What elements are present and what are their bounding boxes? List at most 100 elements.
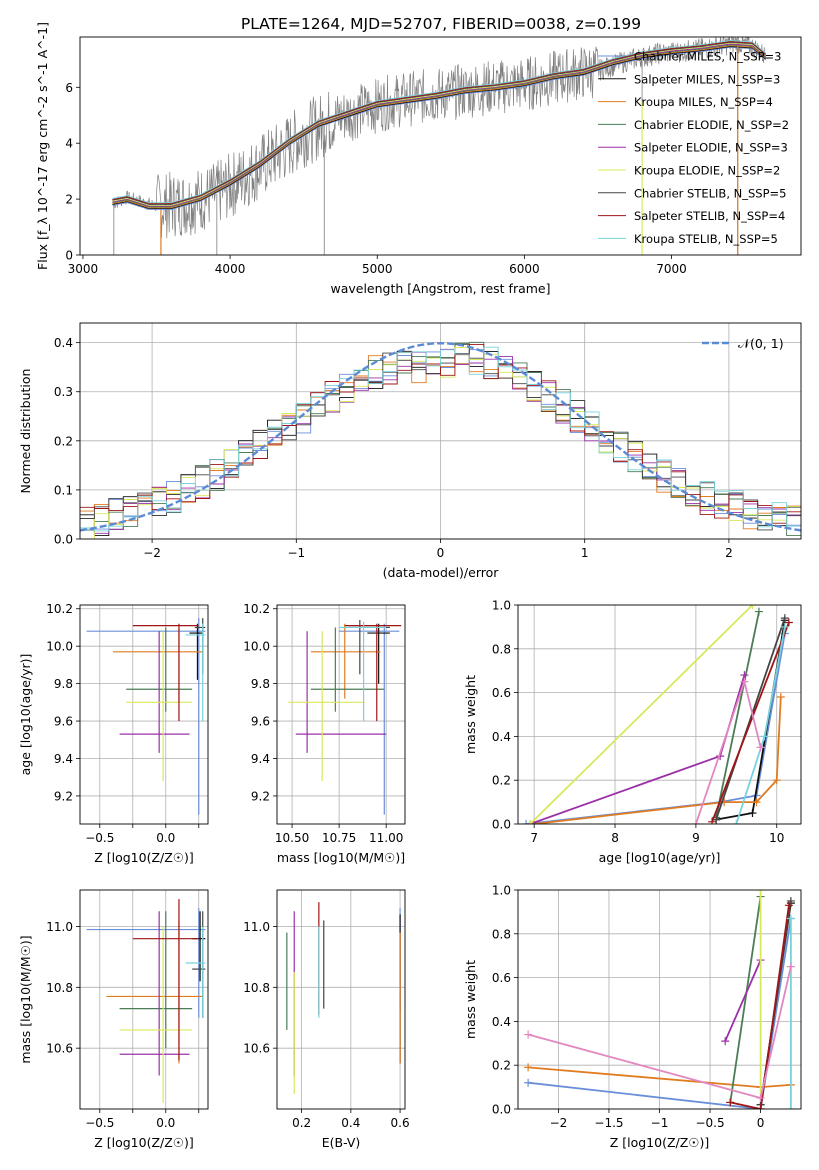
- residual-histogram-step: [80, 344, 801, 524]
- y-tick-label: 0.8: [492, 642, 511, 656]
- mass-weight-marker: [708, 817, 717, 824]
- mass-weight-marker: [526, 820, 535, 824]
- y-tick-label: 10.0: [46, 640, 73, 654]
- mass-weight-marker: [780, 614, 789, 623]
- y-tick-label: 0.0: [492, 818, 511, 832]
- x-tick-label: 0.0: [156, 1116, 175, 1130]
- y-axis-label: Normed distribution: [18, 369, 33, 494]
- axes-frame: [276, 889, 406, 1110]
- x-axis-label: E(B-V): [322, 1135, 361, 1150]
- x-tick-label: 8: [611, 831, 619, 845]
- legend-label: Kroupa ELODIE, N_SSP=2: [634, 164, 780, 178]
- observed-spectrum-line: [113, 37, 766, 239]
- weight-vs-age-panel: 7 8 9 10 0.0 0.2 0.4 0.6 0.8 1.0 age [log10(age/yr…: [463, 599, 802, 865]
- y-tick-label: 1.0: [492, 599, 511, 613]
- y-tick-label: 9.6: [251, 715, 270, 729]
- y-axis-label: mass weight: [463, 960, 478, 1039]
- x-tick-label: 0.2: [292, 1116, 311, 1130]
- x-tick-label: 9: [692, 831, 700, 845]
- age-vs-metallicity-panel: −0.5 0.0 9.2 9.4 9.6 9.8 10.0 10.2 Z [log10(Z/Z☉…: [18, 602, 209, 865]
- mass-weight-marker: [754, 607, 763, 616]
- y-tick-label: 0: [65, 249, 73, 263]
- y-tick-label: 0.4: [492, 730, 511, 744]
- mass-weight-marker: [786, 896, 795, 905]
- mass-weight-line: [529, 605, 754, 824]
- x-tick-label: 0.6: [391, 1116, 410, 1130]
- mass-weight-marker: [530, 820, 539, 824]
- axes-frame: [79, 889, 209, 1110]
- y-axis-label: mass [log10(M/M☉)]: [18, 935, 33, 1063]
- y-tick-label: 9.8: [251, 677, 270, 691]
- x-tick-label: 10.50: [275, 831, 309, 845]
- model-spectrum-line: [112, 41, 766, 205]
- age-vs-mass-panel: 10.50 10.75 11.00 9.2 9.4 9.6 9.8 10.0 10.2 mass …: [243, 602, 406, 865]
- x-tick-label: 4000: [215, 262, 246, 276]
- mass-weight-marker: [524, 1078, 533, 1087]
- x-axis-label: wavelength [Angstrom, rest frame]: [330, 281, 550, 296]
- mass-weight-marker: [522, 820, 531, 824]
- x-axis-label: mass [log10(M/M☉)]: [277, 850, 405, 865]
- mass-weight-marker: [726, 1098, 735, 1107]
- y-tick-label: 10.2: [243, 602, 270, 616]
- y-tick-label: 0.6: [492, 686, 511, 700]
- mass-weight-line: [527, 918, 792, 1109]
- mass-weight-marker: [786, 1105, 795, 1109]
- weight-vs-metallicity-panel: −2 −1.5 −1 −0.5 0 0.0 0.2 0.4 0.6 0.8 1.0 Z [log10(…: [463, 884, 802, 1150]
- mass-weight-line: [711, 622, 790, 823]
- x-tick-label: −0.5: [85, 1116, 114, 1130]
- plot-area: [518, 605, 801, 824]
- y-tick-label: 10.8: [46, 981, 73, 995]
- legend-label: Kroupa STELIB, N_SSP=5: [634, 232, 778, 246]
- plot-area: [518, 890, 801, 1109]
- x-tick-label: 0: [757, 1116, 765, 1130]
- mass-weight-marker: [780, 622, 789, 631]
- y-axis-label: mass weight: [463, 675, 478, 754]
- mass-weight-line: [534, 696, 782, 824]
- y-tick-label: 0.4: [54, 336, 73, 350]
- legend-label: Chabrier STELIB, N_SSP=5: [634, 186, 786, 200]
- y-tick-label: 0.1: [54, 483, 73, 497]
- plot-area: [112, 37, 766, 255]
- mass-weight-marker: [776, 692, 785, 701]
- y-tick-label: 1.0: [492, 884, 511, 898]
- x-tick-label: 10.75: [322, 831, 356, 845]
- mass-weight-marker: [772, 776, 781, 785]
- y-tick-label: 0.2: [492, 1059, 511, 1073]
- x-axis-label: age [log10(age/yr)]: [599, 850, 721, 865]
- y-tick-label: 0.2: [492, 774, 511, 788]
- mass-weight-marker: [752, 798, 761, 807]
- mass-weight-line: [730, 905, 790, 1109]
- y-tick-label: 9.4: [54, 752, 73, 766]
- legend-label: Chabrier MILES, N_SSP=3: [634, 50, 781, 64]
- x-tick-label: 10: [769, 831, 784, 845]
- mass-weight-marker: [756, 743, 765, 752]
- axes-frame: [517, 604, 802, 825]
- x-tick-label: 0.0: [156, 831, 175, 845]
- y-tick-label: 9.8: [54, 677, 73, 691]
- x-tick-label: 2: [725, 546, 733, 560]
- mass-weight-marker: [784, 901, 793, 910]
- x-tick-label: 1: [581, 546, 589, 560]
- mass-weight-marker: [756, 1105, 765, 1109]
- x-tick-label: 7000: [656, 262, 687, 276]
- model-spectrum-line: [112, 44, 766, 208]
- x-tick-label: 0: [437, 546, 445, 560]
- plot-area: [80, 323, 801, 539]
- normal-distribution-curve: [80, 341, 801, 532]
- x-tick-label: −1: [287, 546, 305, 560]
- legend-label: Salpeter MILES, N_SSP=3: [634, 72, 780, 86]
- y-tick-label: 11.0: [243, 920, 270, 934]
- figure-title: PLATE=1264, MJD=52707, FIBERID=0038, z=0…: [241, 15, 641, 33]
- axes-frame: [276, 604, 406, 825]
- legend-label: Kroupa MILES, N_SSP=4: [634, 95, 773, 109]
- axes-frame: [79, 322, 802, 540]
- x-tick-label: −2: [143, 546, 161, 560]
- mass-weight-marker: [748, 809, 757, 818]
- axes-frame: [517, 889, 802, 1110]
- x-tick-label: −1.5: [594, 1116, 623, 1130]
- x-axis-label: (data-model)/error: [383, 565, 500, 580]
- y-tick-label: 10.6: [243, 1042, 270, 1056]
- y-tick-label: 10.0: [243, 640, 270, 654]
- mass-vs-extinction-panel: 0.2 0.4 0.6 10.6 10.8 11.0 E(B-V): [243, 889, 410, 1150]
- y-tick-label: 10.2: [46, 602, 73, 616]
